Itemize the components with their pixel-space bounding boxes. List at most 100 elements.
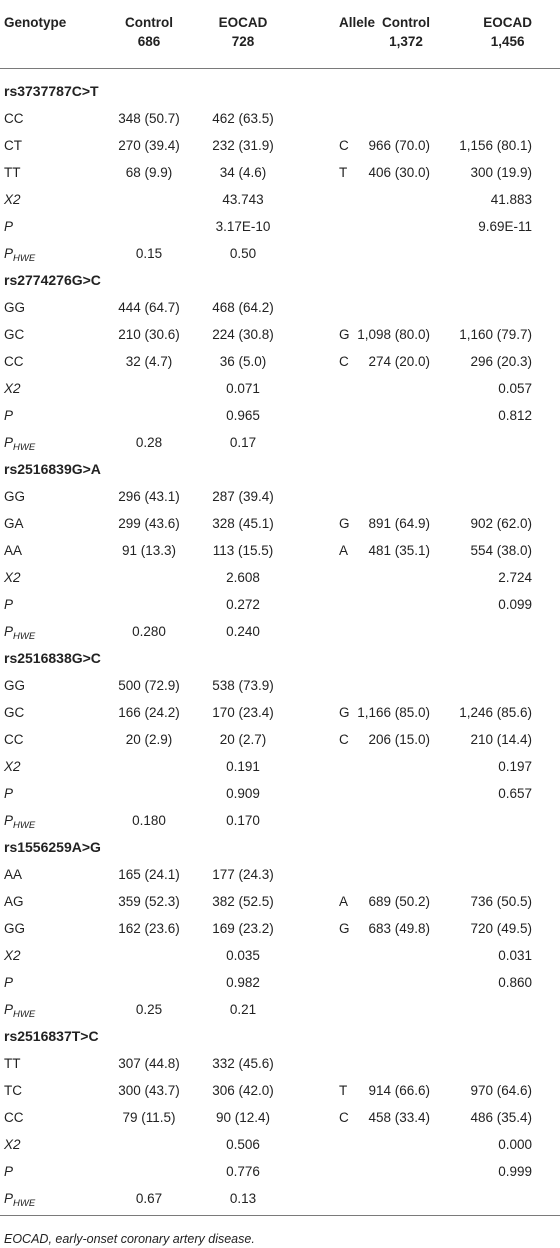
- genotype-row: CC 348 (50.7) 462 (63.5): [0, 105, 560, 132]
- phwe-control: 0.25: [135, 1002, 163, 1017]
- allele-cell: G: [339, 516, 350, 531]
- p-value-genotype: 3.17E-10: [215, 219, 271, 234]
- genotype-cell: AG: [4, 894, 24, 909]
- phwe-eocad: 0.13: [229, 1191, 257, 1206]
- p-value-row: P 0.272 0.099: [0, 591, 560, 618]
- control-count-cell: 299 (43.6): [118, 516, 180, 531]
- control-count-cell: 91 (13.3): [121, 543, 177, 558]
- header-control-label: Control: [125, 15, 173, 30]
- allele-control-cell: 689 (50.2): [368, 894, 430, 909]
- allele-cell: A: [339, 894, 349, 909]
- phwe-row: PHWE 0.180 0.170: [0, 807, 560, 834]
- allele-control-cell: 1,166 (85.0): [357, 705, 430, 720]
- allele-eocad-cell: 736 (50.5): [470, 894, 532, 909]
- chi-square-allele: 2.724: [498, 570, 532, 585]
- p-value-genotype: 0.776: [226, 1164, 260, 1179]
- table-footnote: EOCAD, early-onset coronary artery disea…: [4, 1232, 255, 1246]
- p-value-row: P 0.776 0.999: [0, 1158, 560, 1185]
- phwe-row: PHWE 0.280 0.240: [0, 618, 560, 645]
- control-count-cell: 444 (64.7): [118, 300, 180, 315]
- chi-square-label: X2: [4, 759, 21, 774]
- genotype-cell: TT: [4, 165, 21, 180]
- p-value-genotype: 0.965: [226, 408, 260, 423]
- allele-control-cell: 481 (35.1): [368, 543, 430, 558]
- p-value-genotype: 0.272: [226, 597, 260, 612]
- eocad-count-cell: 170 (23.4): [212, 705, 274, 720]
- chi-square-row: X2 43.743 41.883: [0, 186, 560, 213]
- genotype-row: CT 270 (39.4) 232 (31.9) C 966 (70.0) 1,156 (…: [0, 132, 560, 159]
- chi-square-row: X2 2.608 2.724: [0, 564, 560, 591]
- control-count-cell: 500 (72.9): [118, 678, 180, 693]
- allele-eocad-cell: 296 (20.3): [470, 354, 532, 369]
- genotype-row: GG 296 (43.1) 287 (39.4): [0, 483, 560, 510]
- snp-header-row: rs3737787C>T: [0, 78, 560, 105]
- phwe-row: PHWE 0.28 0.17: [0, 429, 560, 456]
- control-count-cell: 270 (39.4): [118, 138, 180, 153]
- allele-eocad-cell: 210 (14.4): [470, 732, 532, 747]
- control-count-cell: 32 (4.7): [125, 354, 173, 369]
- phwe-label-main: P: [4, 813, 14, 828]
- chi-square-label: X2: [4, 1137, 21, 1152]
- genotype-cell: GG: [4, 300, 26, 315]
- phwe-label: PHWE: [4, 429, 35, 456]
- control-count-cell: 300 (43.7): [118, 1083, 180, 1098]
- phwe-eocad: 0.21: [229, 1002, 257, 1017]
- chi-square-label: X2: [4, 570, 21, 585]
- eocad-count-cell: 36 (5.0): [219, 354, 267, 369]
- chi-square-allele: 0.057: [498, 381, 532, 396]
- phwe-label-main: P: [4, 624, 14, 639]
- header-eocad-allele: EOCAD 1,456: [483, 13, 532, 51]
- header-control-n: 686: [137, 34, 161, 49]
- eocad-count-cell: 177 (24.3): [212, 867, 274, 882]
- p-value-genotype: 0.982: [226, 975, 260, 990]
- p-value-row: P 0.965 0.812: [0, 402, 560, 429]
- phwe-row: PHWE 0.15 0.50: [0, 240, 560, 267]
- header-control-allele: Control 1,372: [382, 13, 430, 51]
- allele-cell: G: [339, 327, 350, 342]
- snp-name: rs2774276G>C: [4, 272, 101, 288]
- chi-square-label: X2: [4, 381, 21, 396]
- control-count-cell: 296 (43.1): [118, 489, 180, 504]
- genotype-row: AG 359 (52.3) 382 (52.5) A 689 (50.2) 736 (50…: [0, 888, 560, 915]
- allele-control-cell: 274 (20.0): [368, 354, 430, 369]
- genotype-cell: GG: [4, 678, 26, 693]
- chi-square-genotype: 0.506: [226, 1137, 260, 1152]
- chi-square-genotype: 0.191: [226, 759, 260, 774]
- control-count-cell: 348 (50.7): [118, 111, 180, 126]
- genotype-cell: AA: [4, 543, 23, 558]
- eocad-count-cell: 113 (15.5): [212, 543, 274, 558]
- eocad-count-cell: 90 (12.4): [215, 1110, 271, 1125]
- header-control-allele-n: 1,372: [389, 34, 423, 49]
- control-count-cell: 359 (52.3): [118, 894, 180, 909]
- phwe-label-main: P: [4, 1002, 14, 1017]
- genotype-row: GG 162 (23.6) 169 (23.2) G 683 (49.8) 720 (49…: [0, 915, 560, 942]
- chi-square-allele: 41.883: [490, 192, 532, 207]
- genotype-cell: GC: [4, 705, 25, 720]
- table-header: Genotype Control 686 EOCAD 728 Allele Co…: [0, 0, 560, 68]
- eocad-count-cell: 462 (63.5): [212, 111, 274, 126]
- phwe-label: PHWE: [4, 240, 35, 267]
- phwe-control: 0.15: [135, 246, 163, 261]
- genotype-cell: CC: [4, 1110, 24, 1125]
- header-eocad-allele-n: 1,456: [490, 34, 525, 49]
- header-eocad: EOCAD 728: [183, 13, 303, 51]
- allele-cell: C: [339, 138, 349, 153]
- genotype-row: GC 210 (30.6) 224 (30.8) G 1,098 (80.0) 1,160…: [0, 321, 560, 348]
- allele-control-cell: 914 (66.6): [368, 1083, 430, 1098]
- allele-eocad-cell: 902 (62.0): [470, 516, 532, 531]
- phwe-row: PHWE 0.67 0.13: [0, 1185, 560, 1212]
- phwe-control: 0.67: [135, 1191, 163, 1206]
- snp-name: rs2516839G>A: [4, 461, 101, 477]
- p-value-genotype: 0.909: [226, 786, 260, 801]
- p-value-allele: 0.657: [498, 786, 532, 801]
- snp-name: rs1556259A>G: [4, 839, 101, 855]
- header-allele: Allele: [339, 15, 376, 30]
- eocad-count-cell: 232 (31.9): [212, 138, 274, 153]
- genotype-cell: GA: [4, 516, 24, 531]
- header-eocad-n: 728: [231, 34, 255, 49]
- p-value-label: P: [4, 597, 14, 612]
- p-value-row: P 3.17E-10 9.69E-11: [0, 213, 560, 240]
- snp-header-row: rs2774276G>C: [0, 267, 560, 294]
- genotype-row: AA 165 (24.1) 177 (24.3): [0, 861, 560, 888]
- phwe-eocad: 0.170: [226, 813, 260, 828]
